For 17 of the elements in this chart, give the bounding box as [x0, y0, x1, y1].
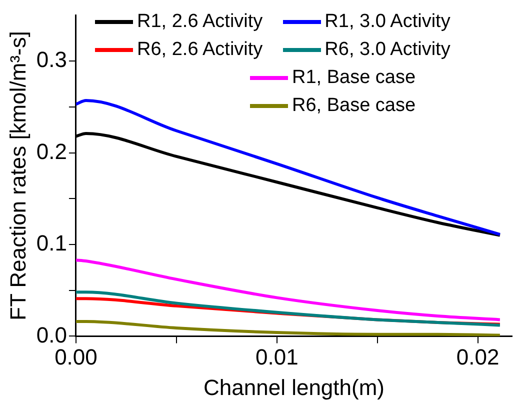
x-tick-label: 0.01 — [256, 344, 298, 370]
x-axis-title: Channel length(m) — [204, 374, 384, 400]
x-tick-label: 0.02 — [456, 344, 500, 370]
y-tick-label: 0.1 — [36, 230, 67, 256]
legend-label: R1, Base case — [292, 66, 416, 90]
legend-label: R1, 2.6 Activity — [137, 10, 263, 34]
y-axis-title: FT Reaction rates [kmol/m³-s] — [5, 31, 30, 320]
line-series — [76, 290, 502, 327]
line-series — [76, 98, 502, 236]
line-series — [76, 258, 502, 322]
y-tick-label: 0.2 — [36, 138, 67, 164]
legend-label: R6, 3.0 Activity — [324, 38, 450, 62]
legend-label: R6, 2.6 Activity — [137, 38, 263, 62]
legend-label: R1, 3.0 Activity — [324, 10, 450, 34]
legend-label: R6, Base case — [292, 94, 416, 118]
y-tick-label: 0.3 — [36, 47, 67, 72]
line-series — [76, 320, 502, 336]
